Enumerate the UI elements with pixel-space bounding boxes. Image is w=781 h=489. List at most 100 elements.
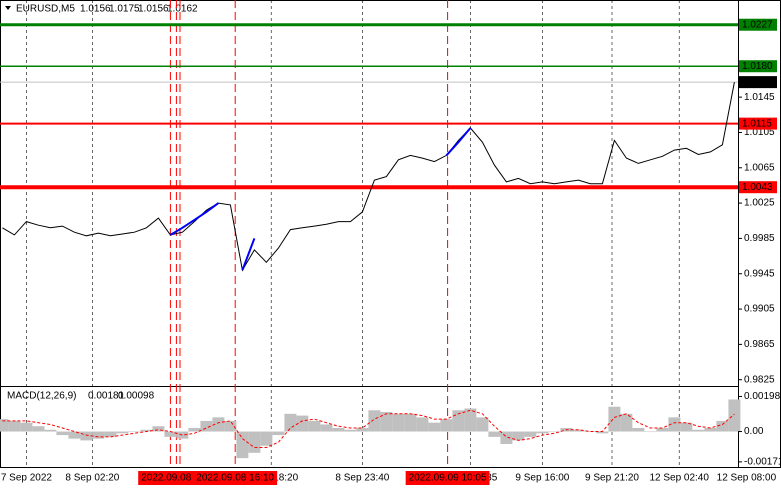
macd-bar bbox=[344, 429, 357, 432]
macd-bar bbox=[548, 431, 561, 433]
y-tick-label: 1.0105 bbox=[744, 127, 775, 138]
macd-bar bbox=[80, 431, 93, 441]
macd-bar bbox=[200, 420, 213, 432]
marker-label-box bbox=[405, 471, 490, 485]
macd-bar bbox=[476, 417, 489, 432]
macd-bar bbox=[644, 431, 657, 433]
x-tick-label: 12 Sep 02:40 bbox=[649, 473, 709, 484]
x-tick-label: 9 Sep 21:20 bbox=[585, 473, 639, 484]
macd-y-tick-label: 0.00198 bbox=[744, 391, 781, 402]
macd-bar bbox=[572, 429, 585, 432]
macd-signal bbox=[2, 409, 735, 448]
level-box bbox=[739, 181, 777, 194]
macd-bar bbox=[212, 417, 225, 432]
macd-bar bbox=[32, 426, 45, 432]
macd-bar bbox=[440, 419, 453, 432]
macd-y-tick-label: -0.00171 bbox=[744, 456, 781, 467]
marker-label-box bbox=[193, 471, 278, 485]
symbol: EURUSD,M5 bbox=[16, 4, 75, 15]
macd-bar bbox=[308, 420, 321, 432]
macd-bar bbox=[416, 417, 429, 432]
marker-label: 2022.09.08 16:10 bbox=[193, 471, 278, 485]
marker-label-text: 2022.09.09 10:05 bbox=[409, 473, 487, 484]
macd-bar bbox=[524, 431, 537, 437]
macd-title: MACD(12,26,9) bbox=[7, 391, 76, 402]
macd-bar bbox=[104, 431, 117, 437]
macd-bar bbox=[164, 431, 177, 437]
level-label: 1.0043 bbox=[742, 182, 773, 193]
ohlc-high: 1.0175 bbox=[109, 4, 140, 15]
macd-bar bbox=[488, 431, 501, 437]
macd-bar bbox=[320, 424, 333, 432]
frame bbox=[0, 0, 781, 468]
macd-bar bbox=[620, 413, 633, 432]
macd-bar bbox=[152, 426, 165, 432]
x-tick-label: 9 Sep 16:00 bbox=[515, 473, 569, 484]
macd-bar bbox=[692, 429, 705, 432]
level-box bbox=[739, 18, 777, 31]
menu-arrow bbox=[5, 6, 11, 10]
macd-bar bbox=[224, 420, 237, 432]
macd-bar bbox=[116, 431, 129, 434]
macd-bar bbox=[8, 420, 21, 432]
y-tick-label: 1.0145 bbox=[744, 92, 775, 103]
macd-bar bbox=[68, 431, 81, 439]
macd-bar bbox=[332, 428, 345, 432]
y-tick-label: 0.9905 bbox=[744, 304, 775, 315]
macd-bar bbox=[128, 431, 141, 433]
macd-bar bbox=[92, 431, 105, 439]
macd-bar bbox=[236, 431, 249, 459]
marker-label-text: 2022.09.08 16:10 bbox=[196, 473, 274, 484]
macd-bar bbox=[284, 413, 297, 432]
macd-bar bbox=[428, 422, 441, 432]
macd-bar bbox=[356, 428, 369, 432]
macd-bar bbox=[248, 431, 261, 453]
macd-bar bbox=[680, 422, 693, 432]
level-box bbox=[739, 117, 777, 130]
marker-label: 2022.09.09 10:05 bbox=[405, 471, 490, 485]
macd-bar bbox=[188, 428, 201, 432]
macd-value: 0.00181 bbox=[88, 391, 125, 402]
x-tick-label: 12 Sep 08:00 bbox=[717, 473, 777, 484]
current-price-box bbox=[739, 76, 777, 89]
macd-bar bbox=[668, 417, 681, 432]
macd-bar bbox=[380, 412, 393, 432]
y-tick-label: 0.9865 bbox=[744, 339, 775, 350]
y-tick-label: 1.0065 bbox=[744, 162, 775, 173]
ohlc-low: 1.0156 bbox=[138, 4, 169, 15]
y-tick-label: 0.9945 bbox=[744, 268, 775, 279]
ohlc-open: 1.0156 bbox=[80, 4, 111, 15]
price-line bbox=[2, 82, 735, 272]
macd-bar bbox=[404, 413, 417, 432]
macd-bar bbox=[608, 406, 621, 432]
macd-bar bbox=[512, 431, 525, 441]
marker-label-text: 2022.09.08 1 bbox=[141, 473, 200, 484]
macd-bar bbox=[704, 428, 717, 432]
macd-bar bbox=[632, 428, 645, 432]
macd-bar bbox=[296, 415, 309, 432]
macd-bar bbox=[44, 429, 57, 432]
macd-bar bbox=[464, 408, 477, 432]
level-label: 1.0180 bbox=[742, 61, 773, 72]
macd-bar bbox=[500, 431, 513, 444]
macd-bar bbox=[584, 431, 597, 433]
x-tick-label: 8 Sep 02:20 bbox=[65, 473, 119, 484]
level-label: 1.0115 bbox=[742, 118, 772, 129]
macd-bar bbox=[728, 399, 741, 432]
macd-bar bbox=[596, 431, 609, 434]
macd-bar bbox=[716, 420, 729, 432]
y-tick-label: 0.9985 bbox=[744, 233, 775, 244]
level-label: 1.0227 bbox=[742, 19, 773, 30]
macd-bar bbox=[20, 422, 33, 432]
ohlc-close: 1.0162 bbox=[167, 4, 198, 15]
macd-bar bbox=[176, 431, 189, 439]
x-tick-label: 7 Sep 2022 bbox=[1, 473, 53, 484]
macd-bar bbox=[656, 428, 669, 432]
macd-bar bbox=[0, 419, 9, 432]
macd-bar bbox=[536, 431, 549, 434]
macd-bar bbox=[140, 429, 153, 432]
marker-label-box bbox=[138, 471, 203, 485]
y-tick-label: 0.9825 bbox=[744, 374, 775, 385]
marker-label: 2022.09.08 1 bbox=[138, 471, 203, 485]
